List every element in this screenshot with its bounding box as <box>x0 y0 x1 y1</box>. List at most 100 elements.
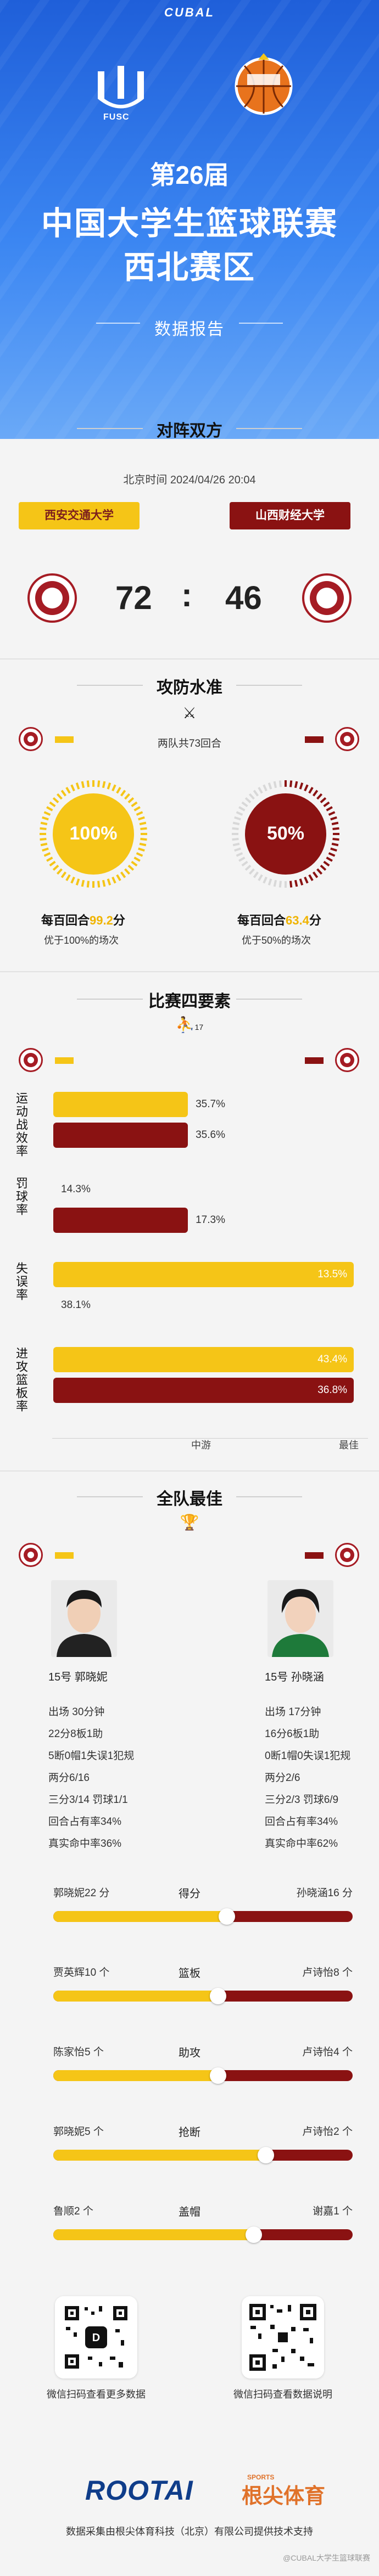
watermark: @CUBAL大学生篮球联赛 <box>283 2554 370 2562</box>
trophy-icon: 🏆 <box>180 1514 199 1531</box>
donut-tick <box>289 780 293 787</box>
home-stat-line: 回合占有率34% <box>48 1816 122 1828</box>
donut-tick <box>232 842 240 847</box>
away-stat-line: 三分2/3 罚球6/9 <box>265 1794 339 1806</box>
qr-left-caption: 微信扫码查看更多数据 <box>47 2389 146 2400</box>
matchup-section-title: 对阵双方 <box>157 422 222 440</box>
away-stat-line: 16分6板1助 <box>265 1728 320 1740</box>
donut-tick <box>330 816 337 821</box>
comparison-right-label: 卢诗怡8 个 <box>302 1967 353 1978</box>
donut-tick <box>308 874 314 881</box>
away-score: 46 <box>225 579 262 616</box>
donut-tick <box>86 881 90 888</box>
donut-tick <box>236 852 243 857</box>
comparison-knob <box>209 1988 226 2004</box>
hero-banner: CUBAL FUSC 第26届 中国大学生篮球联赛 西北赛区 数据报告 <box>0 0 379 439</box>
donut-tick <box>234 816 241 821</box>
comparison-stat-label: 抢断 <box>179 2127 200 2139</box>
home-stat-line: 22分8板1助 <box>48 1728 103 1740</box>
away-rating-donut <box>232 780 339 888</box>
away-legend-chip-3 <box>305 1552 324 1559</box>
away-factor-bar <box>53 1123 188 1148</box>
score-separator: : <box>181 577 192 613</box>
crossed-swords-icon: ⚔ <box>182 704 197 721</box>
donut-tick <box>97 881 101 888</box>
donut-tick <box>70 876 75 884</box>
donut-tick <box>141 833 147 835</box>
donut-tick <box>131 801 138 808</box>
donut-tick <box>278 780 282 787</box>
donut-tick <box>273 880 277 887</box>
comparison-left-label: 陈家怡5 个 <box>53 2047 104 2058</box>
donut-tick <box>320 797 327 803</box>
donut-tick <box>81 880 85 887</box>
away-small-emblem-2-icon <box>335 1048 359 1072</box>
comparison-stat-label: 篮板 <box>179 1968 200 1980</box>
away-factor-value: 38.1% <box>61 1299 91 1311</box>
donut-tick <box>75 878 80 886</box>
comparison-track <box>53 2070 353 2081</box>
rootai-sports-label: SPORTS <box>247 2473 275 2481</box>
donut-tick <box>232 827 239 830</box>
best-players-section-title: 全队最佳 <box>157 1490 222 1508</box>
tactics-board-icon: ⛹17 <box>175 1016 204 1033</box>
donut-tick <box>258 874 263 881</box>
home-player-name: 15号 郭晓妮 <box>48 1671 108 1683</box>
qr-code-data-explanation[interactable] <box>242 2296 324 2378</box>
donut-tick <box>241 801 248 808</box>
donut-tick <box>81 781 85 788</box>
comparison-knob <box>209 2067 226 2084</box>
donut-tick <box>65 787 71 794</box>
home-ppp: 每百回合99.2分 <box>41 914 125 927</box>
donut-tick <box>241 860 248 867</box>
comparison-track <box>53 1911 353 1922</box>
donut-tick <box>333 833 339 835</box>
donut-tick <box>56 868 63 875</box>
comparison-knob <box>246 2226 263 2243</box>
donut-tick <box>326 806 333 811</box>
donut-tick <box>316 868 323 875</box>
comparison-track <box>53 2229 353 2240</box>
svg-text:D: D <box>92 2332 100 2344</box>
home-small-emblem-3-icon <box>19 1543 43 1567</box>
comparison-stat-label: 助攻 <box>179 2047 200 2059</box>
donut-tick <box>133 806 141 811</box>
home-factor-bar <box>53 1262 354 1287</box>
donut-tick <box>320 865 327 871</box>
qr-code-more-data[interactable]: D <box>55 2296 137 2378</box>
away-team-tag: 山西财经大学 <box>230 502 350 529</box>
home-factor-value: 14.3% <box>61 1183 91 1195</box>
donut-tick <box>40 833 46 835</box>
donut-tick <box>253 790 259 797</box>
donut-tick <box>40 842 48 847</box>
comparison-fill <box>53 2150 266 2161</box>
away-stat-line: 真实命中率62% <box>265 1838 338 1850</box>
donut-tick <box>60 790 67 797</box>
donut-tick <box>304 876 309 884</box>
donut-tick <box>278 881 282 888</box>
comparison-right-label: 孙晓涵16 分 <box>296 1887 353 1899</box>
qr-right-caption: 微信扫码查看数据说明 <box>233 2389 332 2400</box>
donut-tick <box>97 780 101 787</box>
donut-tick <box>244 797 252 803</box>
home-stat-line: 真实命中率36% <box>48 1838 122 1850</box>
comparison-right-label: 谢嘉1 个 <box>313 2206 353 2217</box>
donut-tick <box>40 821 48 826</box>
donut-tick <box>49 801 56 808</box>
donut-tick <box>120 790 126 797</box>
comparison-knob <box>219 1908 236 1925</box>
home-score: 72 <box>115 579 152 616</box>
rootai-brand-cn: 根尖体育 <box>242 2485 326 2508</box>
donut-tick <box>323 860 330 867</box>
donut-tick <box>127 865 135 871</box>
donut-tick <box>232 821 240 826</box>
comparison-stat-label: 盖帽 <box>179 2206 200 2218</box>
donut-tick <box>253 871 259 878</box>
away-stat-line: 出场 17分钟 <box>265 1706 321 1718</box>
away-legend-chip-2 <box>305 1057 324 1064</box>
donut-tick <box>232 838 239 841</box>
comparison-fill <box>53 2070 218 2081</box>
donut-tick <box>330 847 337 852</box>
donut-tick <box>102 880 106 887</box>
